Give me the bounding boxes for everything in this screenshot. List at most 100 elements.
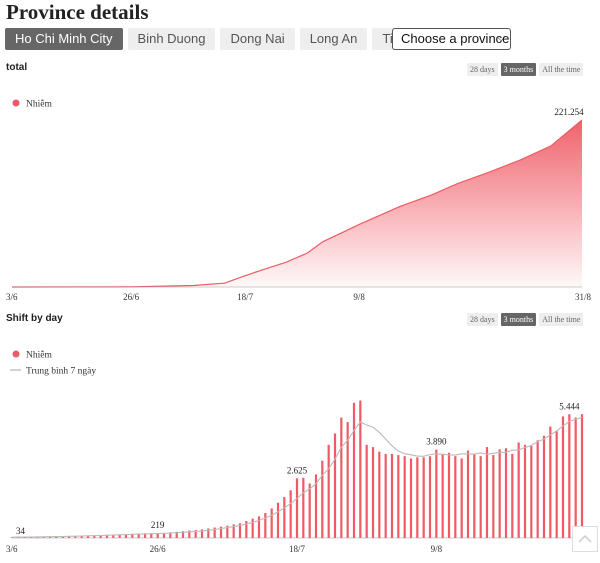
daily-legend-label-average: Trung bình 7 ngày: [26, 367, 96, 377]
daily-range-28-days[interactable]: 28 days: [467, 313, 498, 326]
daily-bar: [511, 453, 514, 538]
daily-bar: [257, 516, 261, 538]
daily-bar: [99, 535, 102, 538]
daily-bar: [384, 453, 387, 538]
daily-bar: [42, 536, 45, 538]
tab-dong-nai[interactable]: Dong Nai: [220, 28, 295, 50]
daily-bar: [143, 533, 147, 538]
daily-bar: [213, 527, 216, 538]
total-chart: 3/6 26/6 18/7 9/8 31/8 Nhiễm 221.254: [6, 99, 591, 303]
daily-bar: [378, 451, 381, 538]
daily-bar: [473, 453, 476, 538]
daily-bar: [340, 417, 343, 538]
total-range-all-time[interactable]: All the time: [539, 63, 584, 76]
daily-value-annotation: 34: [16, 526, 26, 536]
total-area-line: [11, 119, 583, 288]
daily-bar: [124, 534, 128, 538]
daily-bar: [302, 477, 305, 538]
daily-bar: [264, 513, 267, 538]
daily-bar: [105, 534, 109, 538]
daily-bar: [150, 533, 153, 538]
daily-bar: [441, 453, 444, 538]
total-area-fill: [12, 120, 582, 287]
daily-bar: [270, 508, 273, 538]
daily-bar: [460, 458, 463, 538]
daily-bar: [409, 458, 413, 538]
daily-bar: [194, 530, 197, 538]
daily-bar: [549, 426, 552, 538]
daily-x-tick-label: 3/6: [6, 544, 18, 554]
daily-bar: [131, 533, 134, 538]
daily-bar: [207, 528, 210, 538]
daily-bar: [542, 435, 546, 538]
daily-bar: [61, 536, 64, 538]
daily-bar: [295, 478, 299, 538]
province-select-value: Choose a province: [401, 31, 510, 46]
daily-bar: [232, 524, 235, 538]
daily-bar: [245, 520, 248, 538]
total-x-tick-label: 9/8: [353, 292, 365, 302]
daily-bar: [536, 440, 539, 538]
daily-bar: [435, 449, 438, 538]
daily-bar: [156, 533, 159, 538]
daily-bar: [74, 535, 77, 538]
daily-bar: [327, 444, 330, 538]
daily-bar: [55, 536, 58, 538]
province-tabs: Ho Chi Minh City Binh Duong Dong Nai Lon…: [5, 28, 456, 50]
tab-ho-chi-minh-city[interactable]: Ho Chi Minh City: [5, 28, 123, 50]
total-range-buttons: 28 days 3 months All the time: [467, 63, 584, 76]
daily-bar: [289, 490, 292, 538]
daily-x-tick-label: 9/8: [431, 544, 443, 554]
daily-range-all-time[interactable]: All the time: [539, 313, 584, 326]
daily-bar: [454, 456, 457, 538]
daily-bar: [359, 400, 362, 538]
tab-long-an[interactable]: Long An: [299, 28, 368, 50]
daily-bar: [251, 518, 254, 538]
daily-range-3-months[interactable]: 3 months: [500, 313, 537, 326]
tab-binh-duong[interactable]: Binh Duong: [127, 28, 216, 50]
daily-bar: [485, 447, 489, 538]
total-end-value-label: 221.254: [554, 107, 584, 117]
daily-bar: [555, 431, 558, 538]
daily-bar: [365, 444, 368, 538]
total-x-tick-label: 3/6: [6, 292, 18, 302]
daily-bar: [580, 414, 584, 538]
daily-bar: [403, 456, 406, 538]
total-range-28-days[interactable]: 28 days: [467, 63, 498, 76]
scroll-to-top-button[interactable]: [572, 526, 598, 552]
daily-bar: [371, 447, 375, 538]
chevron-up-icon: [578, 534, 592, 543]
daily-bar: [283, 497, 286, 538]
daily-bar: [530, 445, 533, 538]
daily-bar: [390, 453, 394, 538]
daily-bar: [492, 455, 495, 538]
daily-bar: [10, 537, 14, 538]
daily-bar: [226, 525, 229, 538]
daily-bar: [188, 530, 191, 538]
daily-bar: [314, 474, 318, 538]
daily-legend-marker-cases: [12, 350, 20, 358]
daily-chart: 3/626/618/79/831/8342192.6253.8905.444Nh…: [6, 350, 591, 555]
total-legend-marker: [12, 99, 20, 107]
total-x-tick-label: 18/7: [237, 292, 254, 302]
total-range-3-months[interactable]: 3 months: [500, 63, 537, 76]
daily-bar: [48, 536, 52, 538]
total-chart-label: total: [6, 62, 28, 73]
page-title: Province details: [6, 0, 149, 24]
daily-bar: [67, 536, 71, 538]
daily-bar: [574, 417, 577, 538]
daily-bar: [517, 442, 520, 538]
daily-bar: [276, 502, 280, 538]
daily-bar: [137, 533, 140, 538]
daily-bar: [321, 460, 324, 538]
chevron-down-icon: ⌵: [497, 33, 505, 44]
province-select[interactable]: Choose a province ⌵: [392, 28, 511, 50]
daily-bar: [162, 533, 166, 538]
daily-bar: [219, 526, 223, 538]
daily-range-buttons: 28 days 3 months All the time: [467, 313, 584, 326]
daily-bar: [504, 448, 508, 538]
daily-bar: [422, 457, 425, 538]
daily-bar: [416, 457, 419, 538]
daily-x-tick-label: 18/7: [289, 544, 306, 554]
daily-chart-label: Shift by day: [6, 313, 63, 324]
